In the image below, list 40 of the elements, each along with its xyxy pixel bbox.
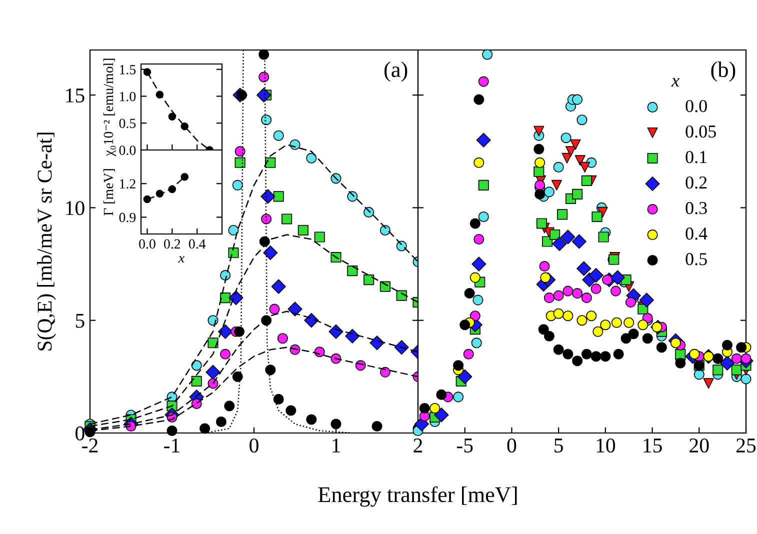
y-tick-label: 15 (66, 88, 84, 102)
legend-label: 0.5 (686, 253, 707, 266)
x-tick-label: 0 (507, 438, 516, 453)
annotation: (b) (711, 61, 736, 82)
x-tick-label: -1 (164, 438, 180, 452)
legend-label: 0.0 (686, 100, 707, 112)
y-tick-label: 0.9 (119, 212, 136, 222)
y-tick-label: 0 (76, 426, 84, 440)
x-tick-label: 1 (332, 438, 340, 452)
legend-label: 0.4 (686, 228, 708, 240)
x-axis-title: Energy transfer [meV] (318, 486, 517, 507)
y-axis-title: S(Q,E) [mb/meV sr Ce-at] (37, 132, 56, 350)
x-tick-label: 0.0 (139, 239, 156, 249)
x-tick-label: 10 (596, 438, 616, 453)
x-tick-label: 25 (736, 438, 756, 453)
x-tick-label: 15 (644, 438, 662, 453)
y-axis-title: χ₀10⁻² [emu/mol] (103, 58, 116, 156)
x-tick-label: -2 (82, 438, 98, 452)
legend-title: x (671, 78, 680, 86)
x-tick-label: 2 (414, 438, 422, 452)
x-tick-label: 20 (690, 438, 709, 453)
legend-label: 0.2 (686, 176, 707, 189)
y-tick-label: 5 (76, 314, 84, 328)
legend-label: 0.05 (686, 125, 716, 138)
x-tick-label: 0 (250, 438, 258, 453)
legend-label: 0.3 (686, 202, 707, 214)
y-tick-label: 1.2 (120, 179, 136, 189)
x-tick-label: -5 (456, 438, 473, 453)
y-tick-label: 1.0 (120, 92, 136, 102)
y-tick-label: 0.5 (119, 118, 136, 128)
legend-label: 0.1 (686, 150, 707, 164)
y-tick-label: 10 (66, 201, 84, 216)
y-axis-title: Γ [meV] (103, 169, 115, 216)
x-axis-title: x (178, 256, 184, 262)
x-tick-label: 0.2 (164, 239, 180, 249)
y-tick-label: 1.5 (120, 65, 136, 74)
y-tick-label: 0.0 (119, 146, 136, 156)
x-tick-label: 5 (554, 438, 563, 453)
annotation: (a) (384, 61, 408, 82)
x-tick-label: 0.4 (188, 239, 206, 249)
